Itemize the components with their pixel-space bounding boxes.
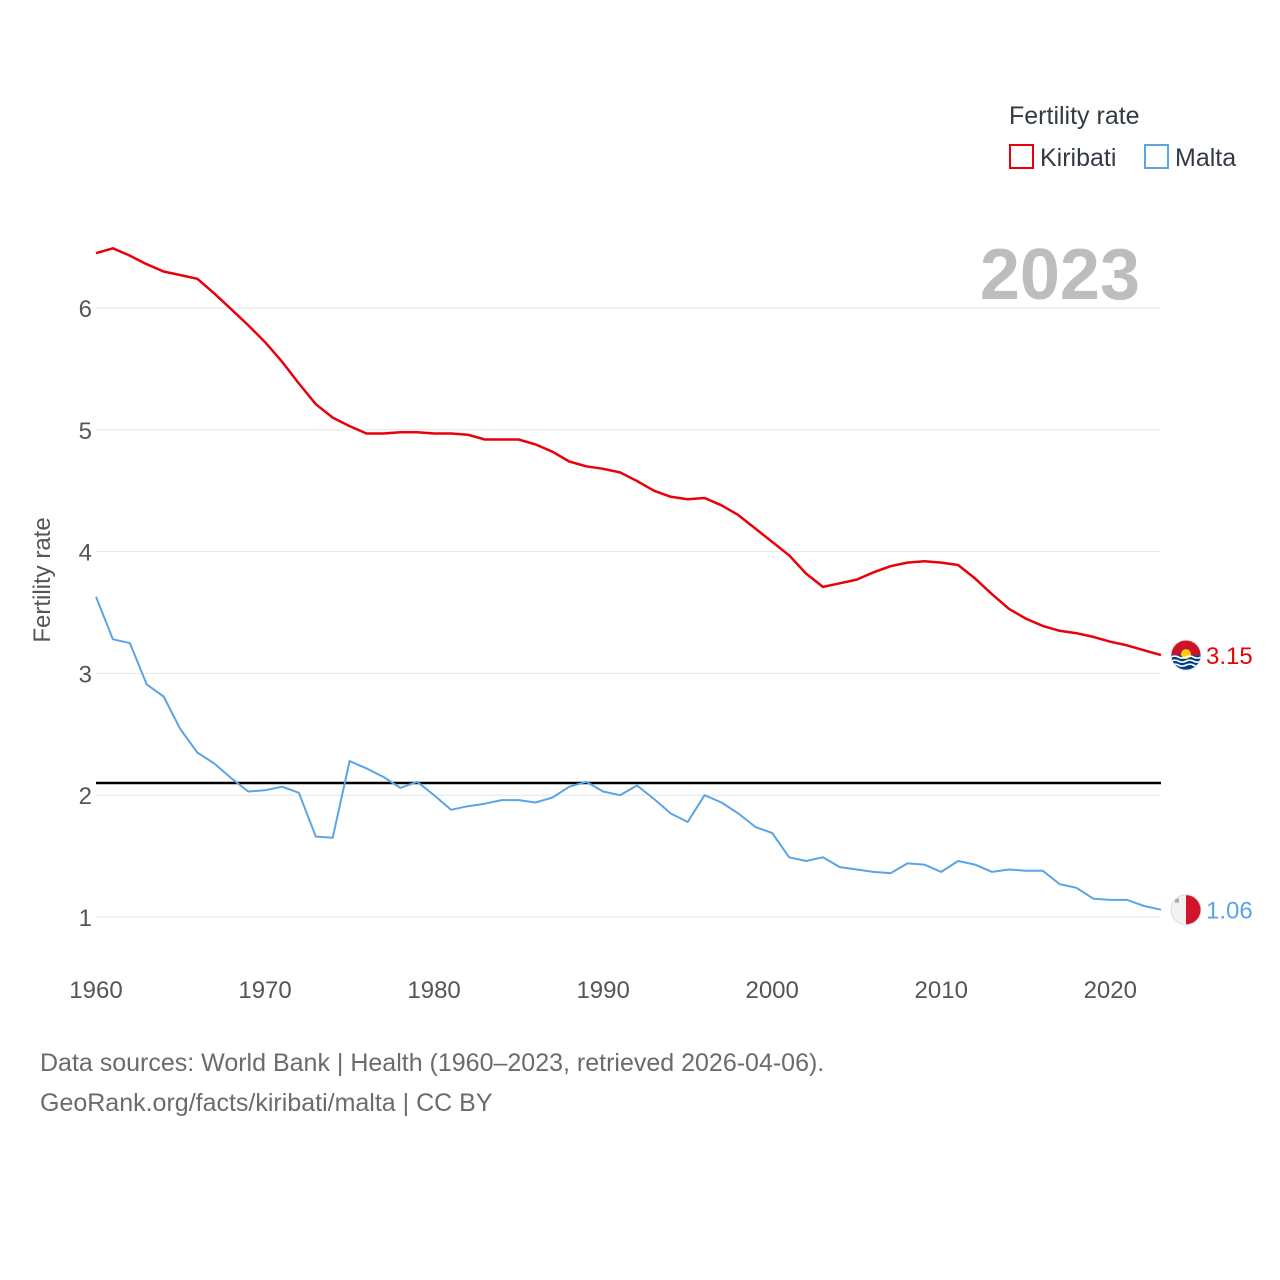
source-note: Data sources: World Bank | Health (1960–… <box>40 1043 824 1123</box>
legend-label-kiribati[interactable]: Kiribati <box>1040 144 1116 172</box>
end-value-malta: 1.06 <box>1206 898 1253 925</box>
legend-swatch-malta[interactable] <box>1144 144 1169 169</box>
y-tick-label: 4 <box>79 540 92 567</box>
x-axis-ticks: 1960 1970 1980 1990 2000 2010 2020 <box>69 977 1137 1004</box>
x-tick-label: 2010 <box>915 977 968 1004</box>
series-line-malta <box>95 596 1162 911</box>
x-tick-label: 1990 <box>576 977 629 1004</box>
y-tick-label: 1 <box>79 905 92 932</box>
y-axis-ticks: 1 2 3 4 5 6 <box>79 296 92 932</box>
legend: Fertility rate Kiribati Malta <box>1009 102 1236 172</box>
x-tick-label: 2000 <box>745 977 798 1004</box>
y-tick-label: 5 <box>79 418 92 445</box>
x-tick-label: 1980 <box>407 977 460 1004</box>
legend-label-malta[interactable]: Malta <box>1175 144 1236 172</box>
y-axis-title: Fertility rate <box>29 517 56 642</box>
legend-swatch-kiribati[interactable] <box>1009 144 1034 169</box>
series-line-kiribati <box>95 247 1162 657</box>
end-labels: 3.15 1.06 <box>1170 639 1253 926</box>
y-tick-label: 2 <box>79 783 92 810</box>
x-tick-label: 2020 <box>1084 977 1137 1004</box>
x-tick-label: 1960 <box>69 977 122 1004</box>
x-tick-label: 1970 <box>238 977 291 1004</box>
year-label: 2023 <box>980 235 1140 315</box>
kiribati-flag-icon <box>1170 639 1202 671</box>
line-chart: 1 2 3 4 5 6 1960 1970 1980 1990 2000 2010 2020 Fert… <box>29 102 1253 1004</box>
y-tick-label: 6 <box>79 296 92 323</box>
gridlines <box>96 307 1161 918</box>
malta-flag-icon <box>1170 894 1202 926</box>
y-tick-label: 3 <box>79 661 92 688</box>
source-line: Data sources: World Bank | Health (1960–… <box>40 1049 825 1077</box>
attribution-line[interactable]: GeoRank.org/facts/kiribati/malta | CC BY <box>40 1089 493 1117</box>
series-lines <box>95 247 1162 911</box>
end-value-kiribati: 3.15 <box>1206 643 1253 670</box>
legend-title: Fertility rate <box>1009 102 1140 130</box>
